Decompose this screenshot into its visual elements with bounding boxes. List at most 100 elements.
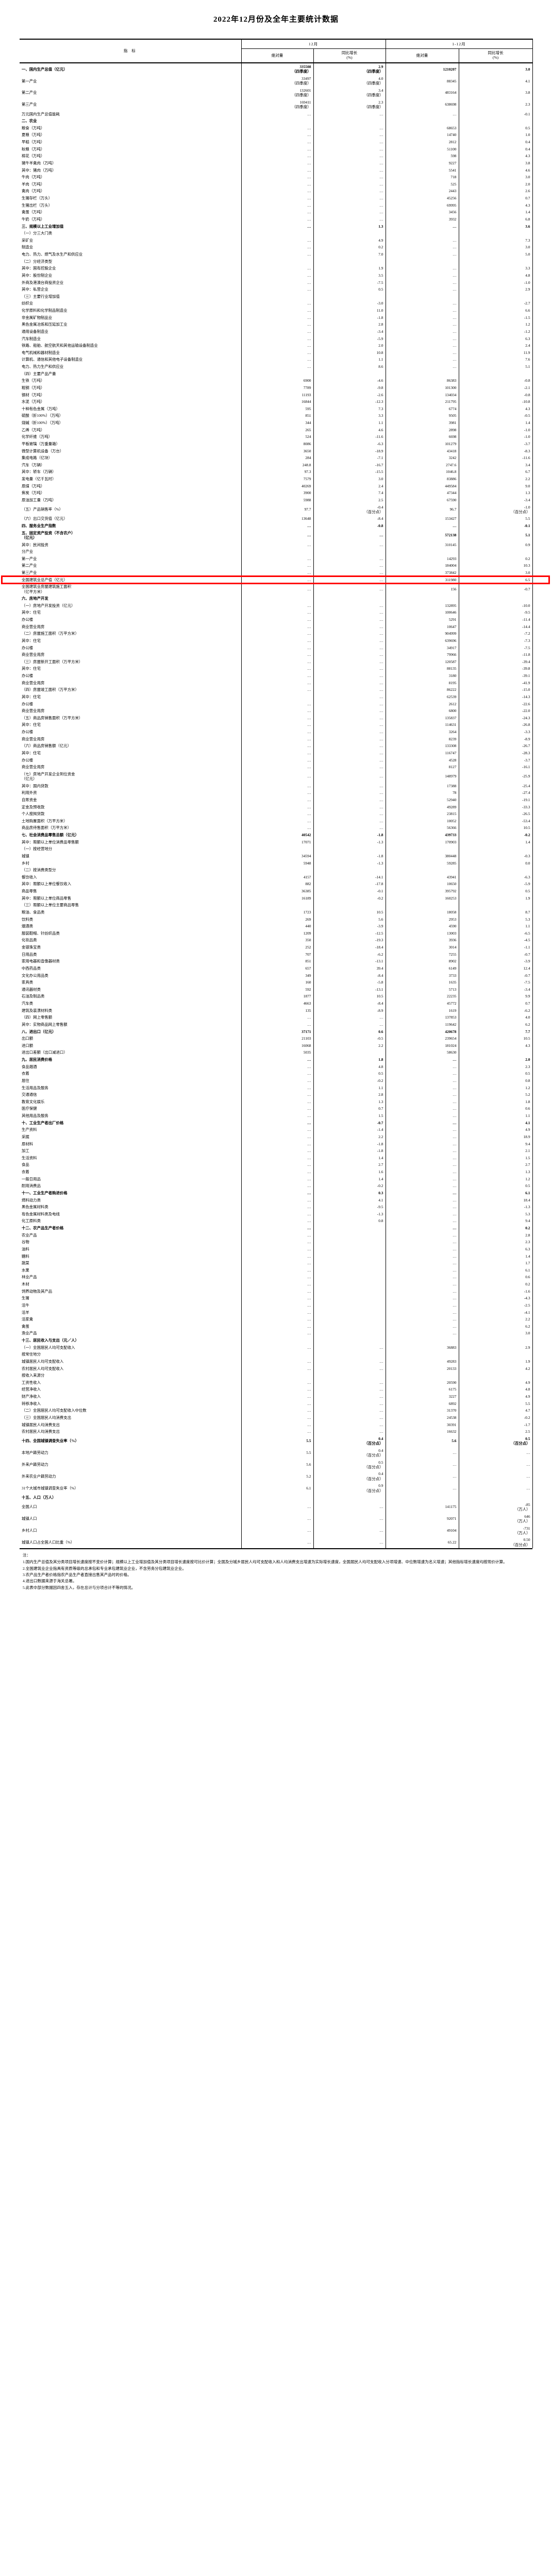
table-row: 建筑及装潢材料类 135 -8.9 1619 -6.2	[20, 1007, 533, 1014]
row-month-growth: -9.5	[313, 1204, 386, 1211]
row-cumulative-absolute: …	[385, 1470, 459, 1483]
row-cumulative-absolute: 160253	[385, 894, 459, 902]
table-row: 生产资料… -1.4… 4.9	[20, 1126, 533, 1133]
row-month-absolute: 252	[241, 943, 313, 951]
row-month-growth: 0.5	[313, 1070, 386, 1077]
table-row: 汽车类 4663 -8.4 45772 0.7	[20, 999, 533, 1007]
row-month-growth	[313, 293, 386, 300]
row-month-growth: -1.4	[313, 1126, 386, 1133]
row-cumulative-growth: 4.6	[458, 166, 533, 174]
row-cumulative-growth: -25.4	[458, 782, 533, 790]
table-row: 饲养动物及其产品…… -1.6	[20, 1287, 533, 1295]
row-cumulative-absolute: 598	[385, 152, 459, 160]
row-indicator-label: 平板玻璃（万重量箱）	[20, 440, 242, 448]
row-indicator-label: 牛肉（万吨）	[20, 174, 242, 181]
row-cumulative-growth: 0.7	[458, 194, 533, 202]
row-cumulative-absolute: 13003	[385, 929, 459, 937]
row-month-absolute: …	[241, 679, 313, 687]
row-month-absolute: 851	[241, 412, 313, 419]
row-cumulative-absolute	[385, 1494, 459, 1501]
row-cumulative-absolute	[385, 902, 459, 909]
row-cumulative-growth: 1.2	[458, 1175, 533, 1183]
row-month-absolute: …	[241, 1309, 313, 1316]
row-indicator-label: 化工原料类	[20, 1217, 242, 1225]
row-cumulative-absolute: 58630	[385, 1049, 459, 1056]
table-head: 指 标 12月 1-12月 绝对量 同比增长 (%) 绝对量 同比增长 (%)	[20, 39, 533, 63]
table-row: （三）房屋新开工面积（万平方米）…… 120587 -39.4	[20, 658, 533, 666]
row-month-absolute: …	[241, 1014, 313, 1021]
row-month-absolute: 17071	[241, 838, 313, 846]
row-month-absolute: 440	[241, 923, 313, 930]
row-cumulative-growth: 12.4	[458, 964, 533, 972]
row-month-growth: -6.2	[313, 951, 386, 958]
row-cumulative-absolute: 6149	[385, 964, 459, 972]
row-cumulative-absolute: 2812	[385, 138, 459, 146]
row-cumulative-absolute: …	[385, 265, 459, 272]
table-row: 一、国内生产总值（亿元） 335508 （四季度） 2.9 （四季度） 1210207…	[20, 62, 533, 75]
table-row: 发电量（亿千瓦时） 7579 3.0 83886 2.2	[20, 475, 533, 483]
row-month-growth	[313, 1252, 386, 1260]
row-month-growth	[313, 548, 386, 555]
row-cumulative-absolute: 3227	[385, 1393, 459, 1400]
row-cumulative-absolute: …	[385, 1056, 459, 1063]
row-indicator-label: 其中：国有控股企业	[20, 265, 242, 272]
table-row: 纺织业… -3.0… -2.7	[20, 300, 533, 307]
row-indicator-label: 其中：私营企业	[20, 286, 242, 293]
row-month-absolute: …	[241, 1536, 313, 1549]
row-month-absolute: …	[241, 1105, 313, 1112]
table-row: （四）房屋竣工面积（万平方米）…… 86222 -15.0	[20, 686, 533, 693]
table-row: 外来农业户籍劳动力 5.2 0.4 （百分点）……	[20, 1470, 533, 1483]
row-month-growth: 1.1	[313, 419, 386, 427]
row-cumulative-absolute: 2443	[385, 188, 459, 195]
row-month-absolute: …	[241, 1119, 313, 1127]
row-indicator-label: 农村居民人均消费支出	[20, 1428, 242, 1435]
row-indicator-label: 钢材（万吨）	[20, 391, 242, 399]
row-indicator-label: 禽蛋（万吨）	[20, 209, 242, 216]
row-cumulative-growth: 2.2	[458, 475, 533, 483]
row-indicator-label: 建筑及装潢材料类	[20, 1007, 242, 1014]
row-indicator-label: 其中：限额以上单位商品零售	[20, 894, 242, 902]
row-month-growth: 2.8	[313, 1091, 386, 1098]
row-cumulative-absolute: …	[385, 300, 459, 307]
row-cumulative-absolute: 525	[385, 180, 459, 188]
row-cumulative-absolute: 14293	[385, 555, 459, 563]
row-month-absolute: …	[241, 166, 313, 174]
row-month-absolute: …	[241, 1154, 313, 1162]
row-cumulative-absolute: 24538	[385, 1414, 459, 1421]
row-month-absolute: …	[241, 672, 313, 680]
row-indicator-label: 外商及港澳台商投资企业	[20, 279, 242, 286]
row-cumulative-absolute: …	[385, 1063, 459, 1071]
table-row: 转移净收入…… 6892 5.5	[20, 1400, 533, 1408]
table-row: 猪牛羊禽肉（万吨）…… 9227 3.8	[20, 159, 533, 167]
table-row: 商品房待售面积（万平方米）…… 56366 10.5	[20, 824, 533, 832]
table-row: （二）房屋施工面积（万平方米）…… 904999 -7.2	[20, 630, 533, 637]
row-cumulative-growth: 9.4	[458, 1217, 533, 1225]
row-indicator-label: 电力、热力生产和供应业	[20, 363, 242, 370]
row-indicator-label: 三、规模以上工业增加值	[20, 223, 242, 230]
row-cumulative-absolute	[385, 867, 459, 874]
row-month-absolute: …	[241, 1513, 313, 1525]
row-cumulative-absolute: …	[385, 1182, 459, 1190]
row-cumulative-absolute: 86222	[385, 686, 459, 693]
row-cumulative-growth	[458, 117, 533, 125]
row-cumulative-growth: 5.3	[458, 916, 533, 923]
row-cumulative-growth: 1.5	[458, 1154, 533, 1162]
row-month-growth: 3.4 （四季度）	[313, 87, 386, 99]
row-month-growth: …	[313, 138, 386, 146]
row-cumulative-growth: -26.7	[458, 742, 533, 750]
table-row: 原油加工量（万吨） 5988 2.5 67590 -3.4	[20, 496, 533, 504]
row-month-growth: …	[313, 782, 386, 790]
row-indicator-label: 商品零售	[20, 887, 242, 895]
table-row: 教育文化娱乐… 1.3… 1.8	[20, 1098, 533, 1106]
row-month-absolute: …	[241, 1501, 313, 1513]
row-indicator-label: 夏粮（万吨）	[20, 131, 242, 139]
row-month-growth: 3.0	[313, 475, 386, 483]
row-cumulative-growth: 1.4	[458, 838, 533, 846]
row-indicator-label: 全国人口	[20, 1501, 242, 1513]
row-indicator-label: 其中：住宅	[20, 749, 242, 757]
row-cumulative-absolute: 10052	[385, 817, 459, 825]
row-month-absolute: …	[241, 209, 313, 216]
row-cumulative-growth: -53.4	[458, 817, 533, 825]
row-indicator-label: 二、农业	[20, 117, 242, 125]
row-month-growth: …	[313, 215, 386, 223]
